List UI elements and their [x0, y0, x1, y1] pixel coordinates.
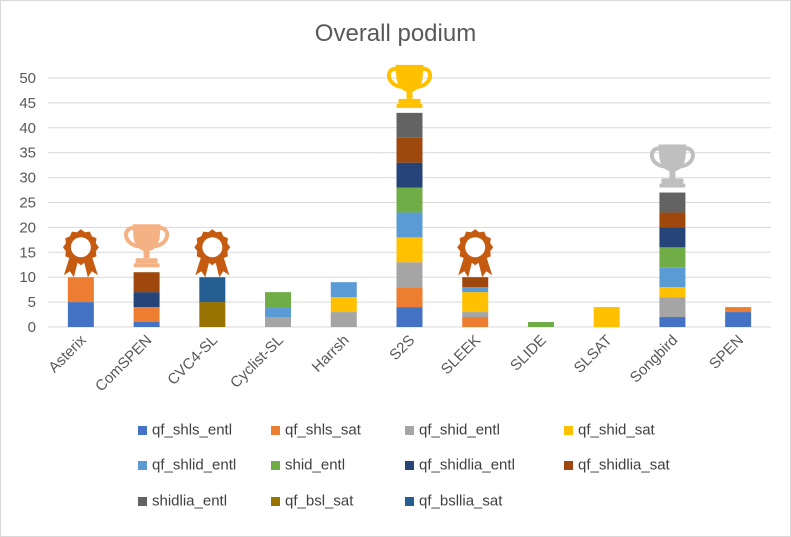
trophy-icon	[387, 64, 432, 108]
y-tick-label: 5	[28, 294, 36, 311]
bar-segment	[527, 322, 554, 327]
bar-segment	[133, 292, 160, 308]
bar-segment	[659, 317, 686, 327]
y-tick-label: 40	[19, 120, 36, 137]
bar-segment	[330, 297, 357, 313]
bar-segment	[396, 162, 423, 188]
bar-segment	[396, 187, 423, 213]
bar-segment	[133, 272, 160, 293]
x-tick-label: Asterix	[45, 331, 90, 376]
x-tick-label: Songbird	[627, 332, 681, 386]
bar-segment	[199, 277, 226, 303]
medal-icon	[62, 229, 99, 278]
trophy-icon	[649, 144, 695, 188]
bar-segment	[659, 267, 686, 288]
bar-segment	[330, 282, 357, 298]
bar-segment	[462, 287, 489, 293]
chart-title: Overall podium	[314, 20, 477, 47]
bar-segment	[67, 277, 94, 303]
bar-segment	[725, 312, 752, 327]
medal-icon	[194, 229, 231, 278]
bar-segment	[659, 212, 686, 228]
x-tick-label: Cyclist-SL	[227, 332, 287, 392]
y-tick-label: 10	[19, 269, 36, 286]
bar-segment	[659, 287, 686, 298]
bar-segment	[593, 307, 620, 327]
y-tick-label: 20	[19, 219, 36, 236]
bar-segment	[67, 302, 94, 327]
y-tick-label: 30	[19, 170, 36, 187]
bar-segment	[265, 317, 292, 327]
bar-segment	[659, 297, 686, 318]
y-tick-label: 50	[19, 70, 36, 87]
bar-segment	[396, 212, 423, 238]
bar-segment	[396, 112, 423, 138]
bar-segment	[396, 137, 423, 163]
trophy-icon	[124, 224, 170, 268]
bar-segment	[265, 292, 292, 308]
bar-segment	[462, 292, 489, 313]
x-tick-label: Harrsh	[309, 332, 353, 376]
x-tick-label: SLEEK	[438, 332, 484, 378]
x-tick-label: SLSAT	[571, 332, 616, 377]
x-tick-label: S2S	[386, 332, 418, 364]
bar-segment	[396, 262, 423, 288]
bar-segment	[396, 287, 423, 308]
y-tick-label: 25	[19, 195, 36, 212]
bar-segment	[659, 247, 686, 268]
bar-segment	[199, 302, 226, 327]
y-tick-label: 15	[19, 244, 36, 261]
x-tick-label: SLIDE	[507, 332, 550, 375]
bar-segment	[396, 307, 423, 327]
bar-segment	[133, 307, 160, 323]
bar-segment	[659, 227, 686, 248]
bar-segment	[659, 192, 686, 213]
bar-segment	[462, 317, 489, 327]
x-tick-label: SPEN	[706, 332, 747, 373]
x-tick-label: CVC4-SL	[164, 332, 221, 389]
y-tick-label: 35	[19, 145, 36, 162]
y-tick-label: 0	[28, 319, 36, 336]
bar-segment	[725, 307, 752, 313]
bar-segment	[462, 312, 489, 318]
bar-segment	[396, 237, 423, 263]
bar-segment	[133, 322, 160, 327]
medal-icon	[457, 229, 494, 278]
bar-segment	[330, 312, 357, 327]
y-tick-label: 45	[19, 95, 36, 112]
bar-segment	[265, 307, 292, 318]
x-tick-label: ComSPEN	[92, 332, 155, 395]
bar-segment	[462, 277, 489, 288]
